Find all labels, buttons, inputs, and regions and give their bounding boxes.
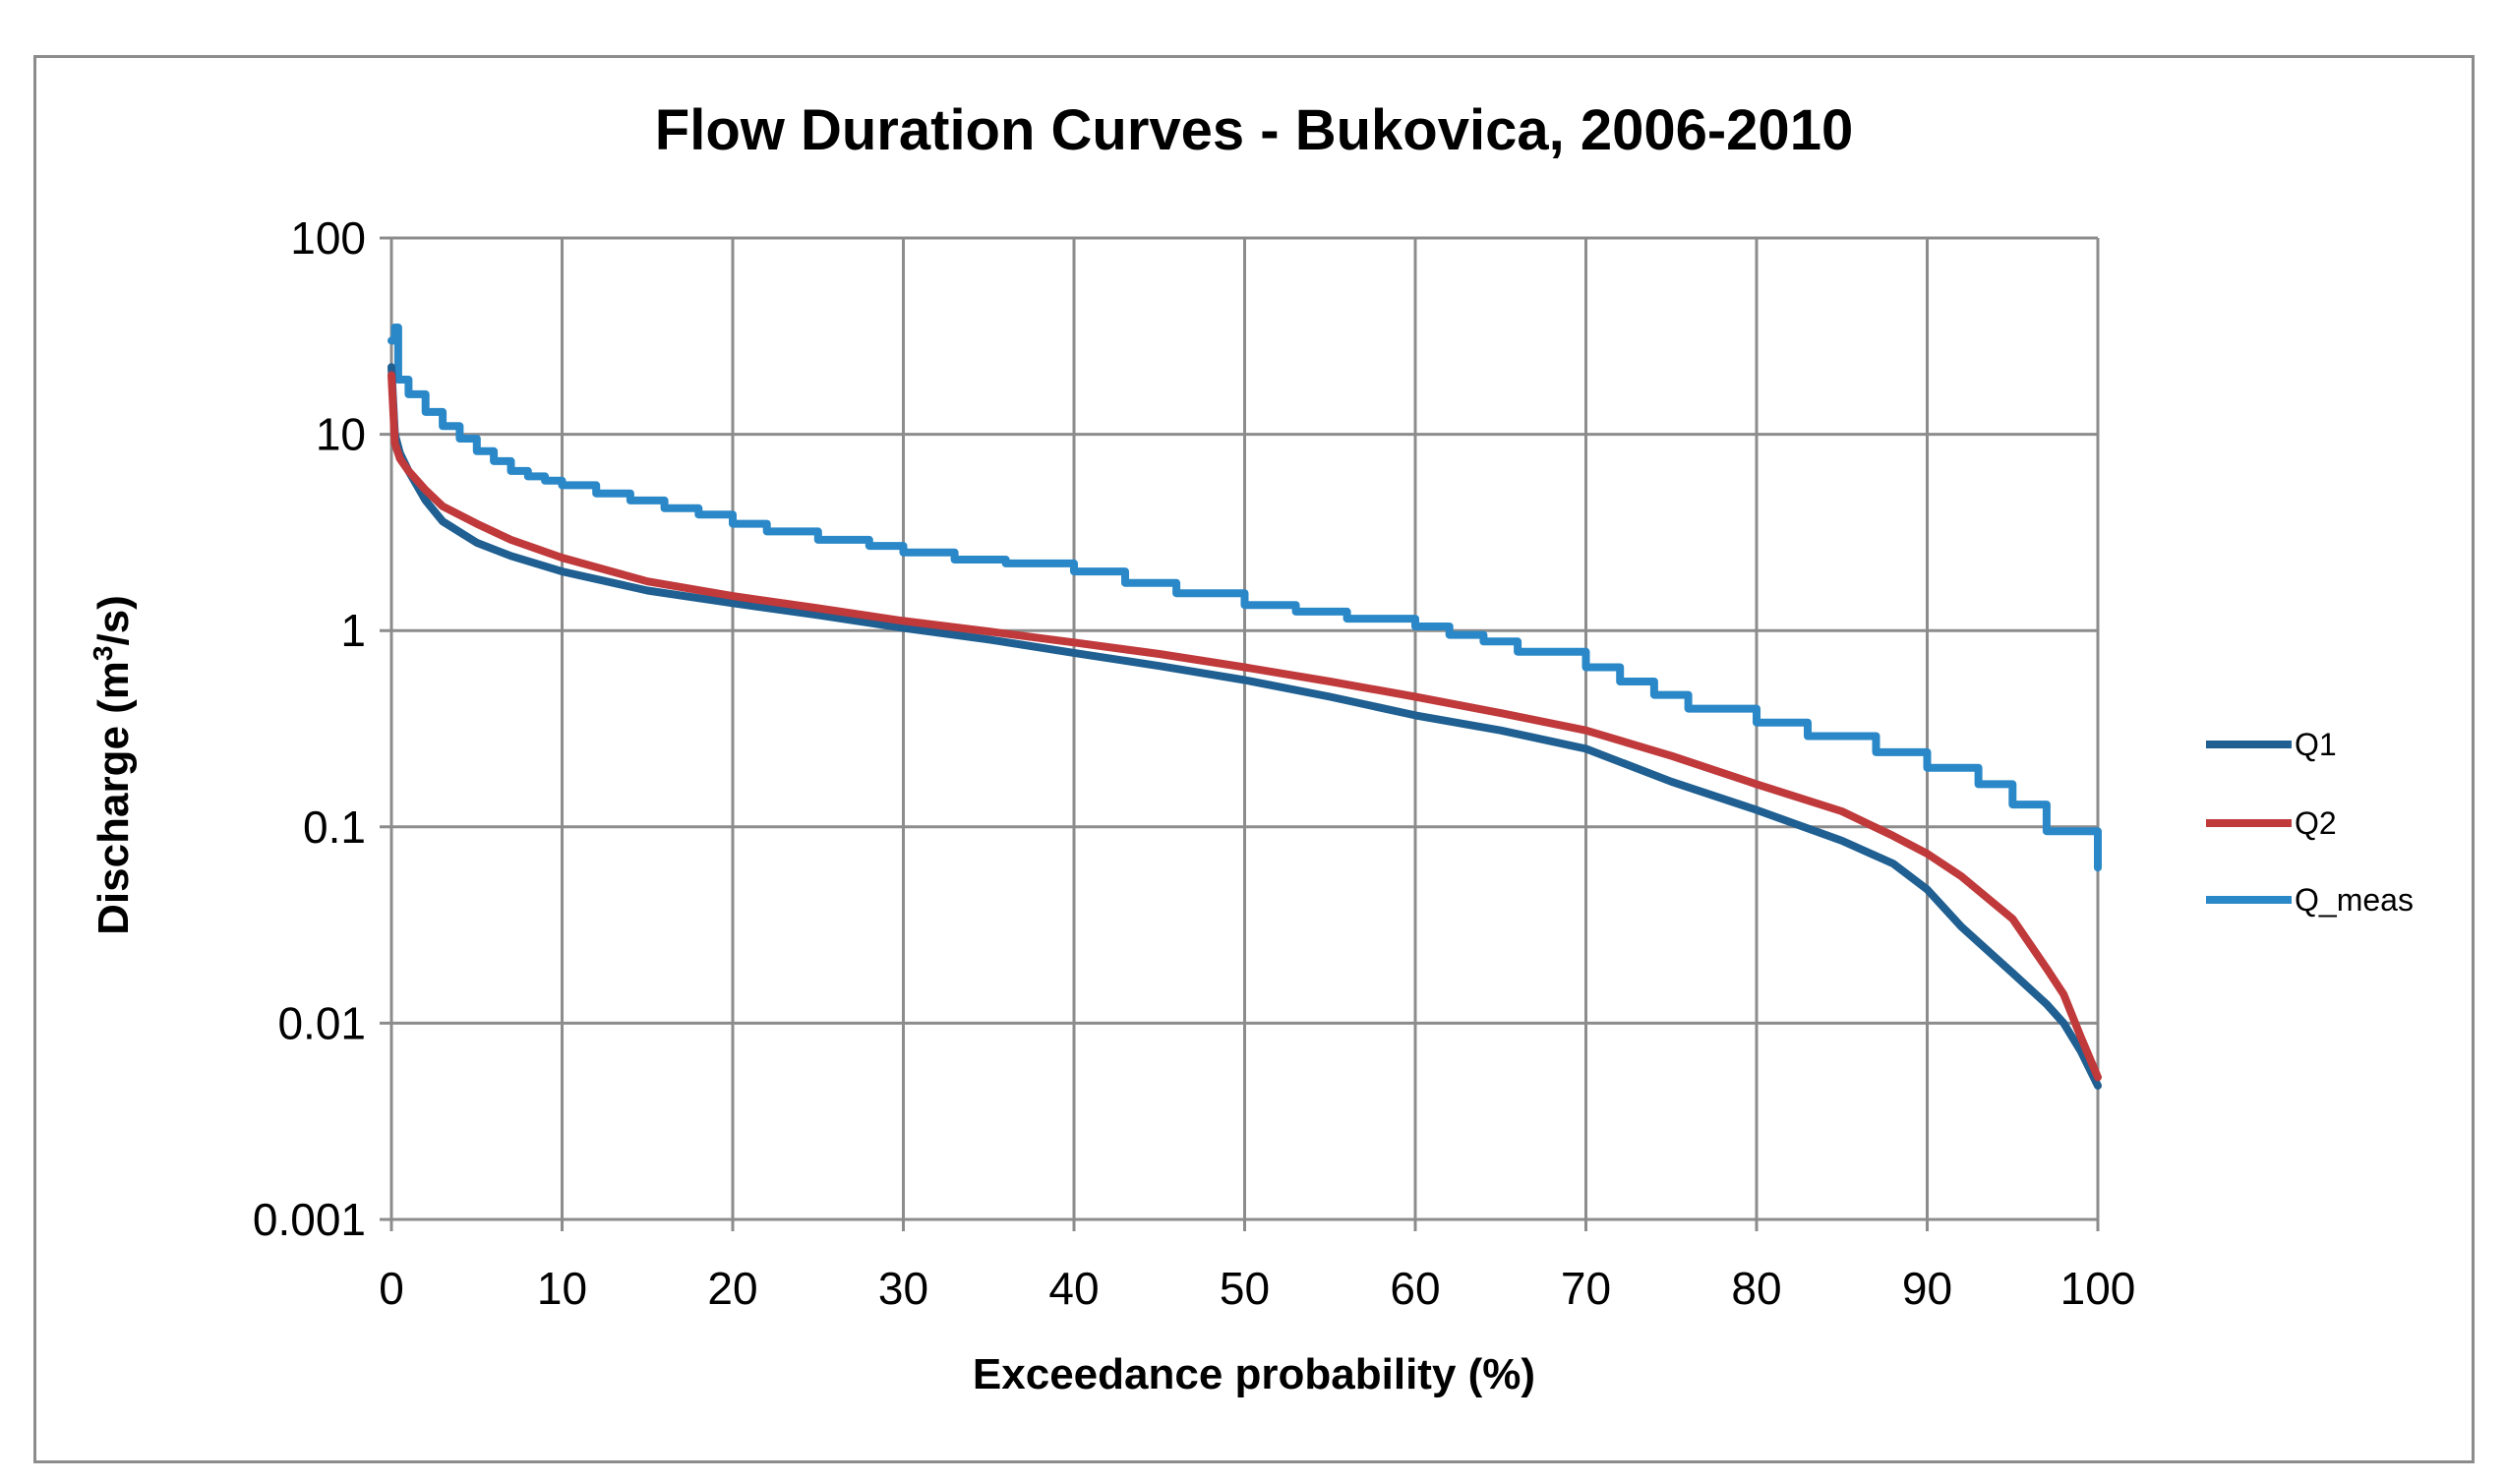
y-tick-label: 0.1 — [303, 801, 366, 853]
y-tick-label: 0.001 — [253, 1194, 366, 1245]
x-tick-label: 80 — [1731, 1263, 1781, 1314]
y-tick-label: 0.01 — [277, 997, 366, 1048]
x-tick-label: 10 — [537, 1263, 587, 1314]
legend: Q1 Q2 Q_meas — [2206, 727, 2414, 918]
series-line-q-meas — [388, 324, 2102, 872]
series-line-q1 — [388, 363, 2102, 1090]
x-tick-label: 0 — [379, 1263, 404, 1314]
x-tick-label: 60 — [1390, 1263, 1440, 1314]
x-tick-label: 30 — [878, 1263, 928, 1314]
y-axis-title-superscript: 3 — [88, 646, 118, 662]
x-tick-label: 50 — [1220, 1263, 1270, 1314]
y-axis-title-prefix: Discharge (m — [90, 661, 138, 935]
chart-frame — [33, 55, 2475, 1463]
x-tick-label: 70 — [1561, 1263, 1611, 1314]
y-tick-labels: 100 10 1 0.1 0.01 0.001 — [253, 212, 366, 1245]
legend-label-q2: Q2 — [2295, 805, 2337, 841]
x-tick-label: 90 — [1902, 1263, 1952, 1314]
x-axis-title: Exceedance probability (%) — [973, 1350, 1535, 1398]
x-tick-label: 40 — [1048, 1263, 1099, 1314]
x-tick-label: 20 — [707, 1263, 757, 1314]
legend-label-q-meas: Q_meas — [2295, 882, 2414, 918]
y-tick-label: 100 — [290, 212, 366, 264]
y-axis-title: Discharge (m3/s) — [88, 595, 138, 935]
series-line-q2 — [388, 371, 2102, 1082]
x-tick-label: 100 — [2060, 1263, 2136, 1314]
series-lines — [388, 324, 2102, 1090]
chart-title: Flow Duration Curves - Bukovica, 2006-20… — [655, 98, 1853, 162]
legend-label-q1: Q1 — [2295, 727, 2337, 762]
y-axis-title-suffix: /s) — [90, 595, 138, 645]
y-tick-label: 10 — [316, 409, 366, 460]
x-tick-labels: 0 10 20 30 40 50 60 70 80 90 100 — [379, 1263, 2135, 1314]
y-tick-label: 1 — [340, 605, 366, 656]
